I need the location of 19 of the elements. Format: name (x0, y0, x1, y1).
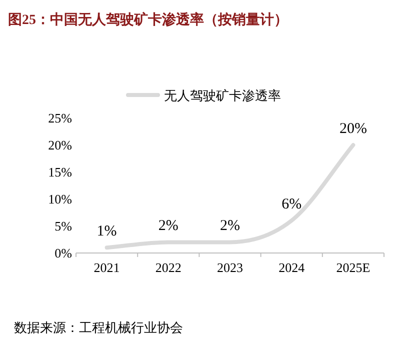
x-tick-label: 2021 (94, 260, 120, 275)
text: 20% (339, 121, 367, 137)
text: 6% (282, 196, 302, 213)
legend-label: 无人驾驶矿卡渗透率 (164, 88, 281, 103)
y-tick-label: 15% (48, 164, 72, 180)
x-tick-label: 2024 (278, 260, 306, 275)
chart-title: 图25：中国无人驾驶矿卡渗透率（按销量计） (8, 11, 288, 28)
x-tick-label: 2022 (155, 260, 182, 275)
text: 1% (96, 224, 117, 240)
text: 2% (220, 218, 240, 234)
x-tick-label: 2025E (336, 260, 370, 275)
source-note: 数据来源：工程机械行业协会 (14, 320, 183, 335)
y-tick-label: 10% (48, 192, 72, 206)
y-tick-label: 20% (48, 138, 72, 152)
text: 2% (158, 218, 178, 234)
y-tick-label: 0% (54, 246, 72, 260)
y-tick-label: 25% (48, 110, 72, 126)
y-tick-label: 5% (54, 218, 72, 234)
x-tick-label: 2023 (217, 260, 243, 275)
